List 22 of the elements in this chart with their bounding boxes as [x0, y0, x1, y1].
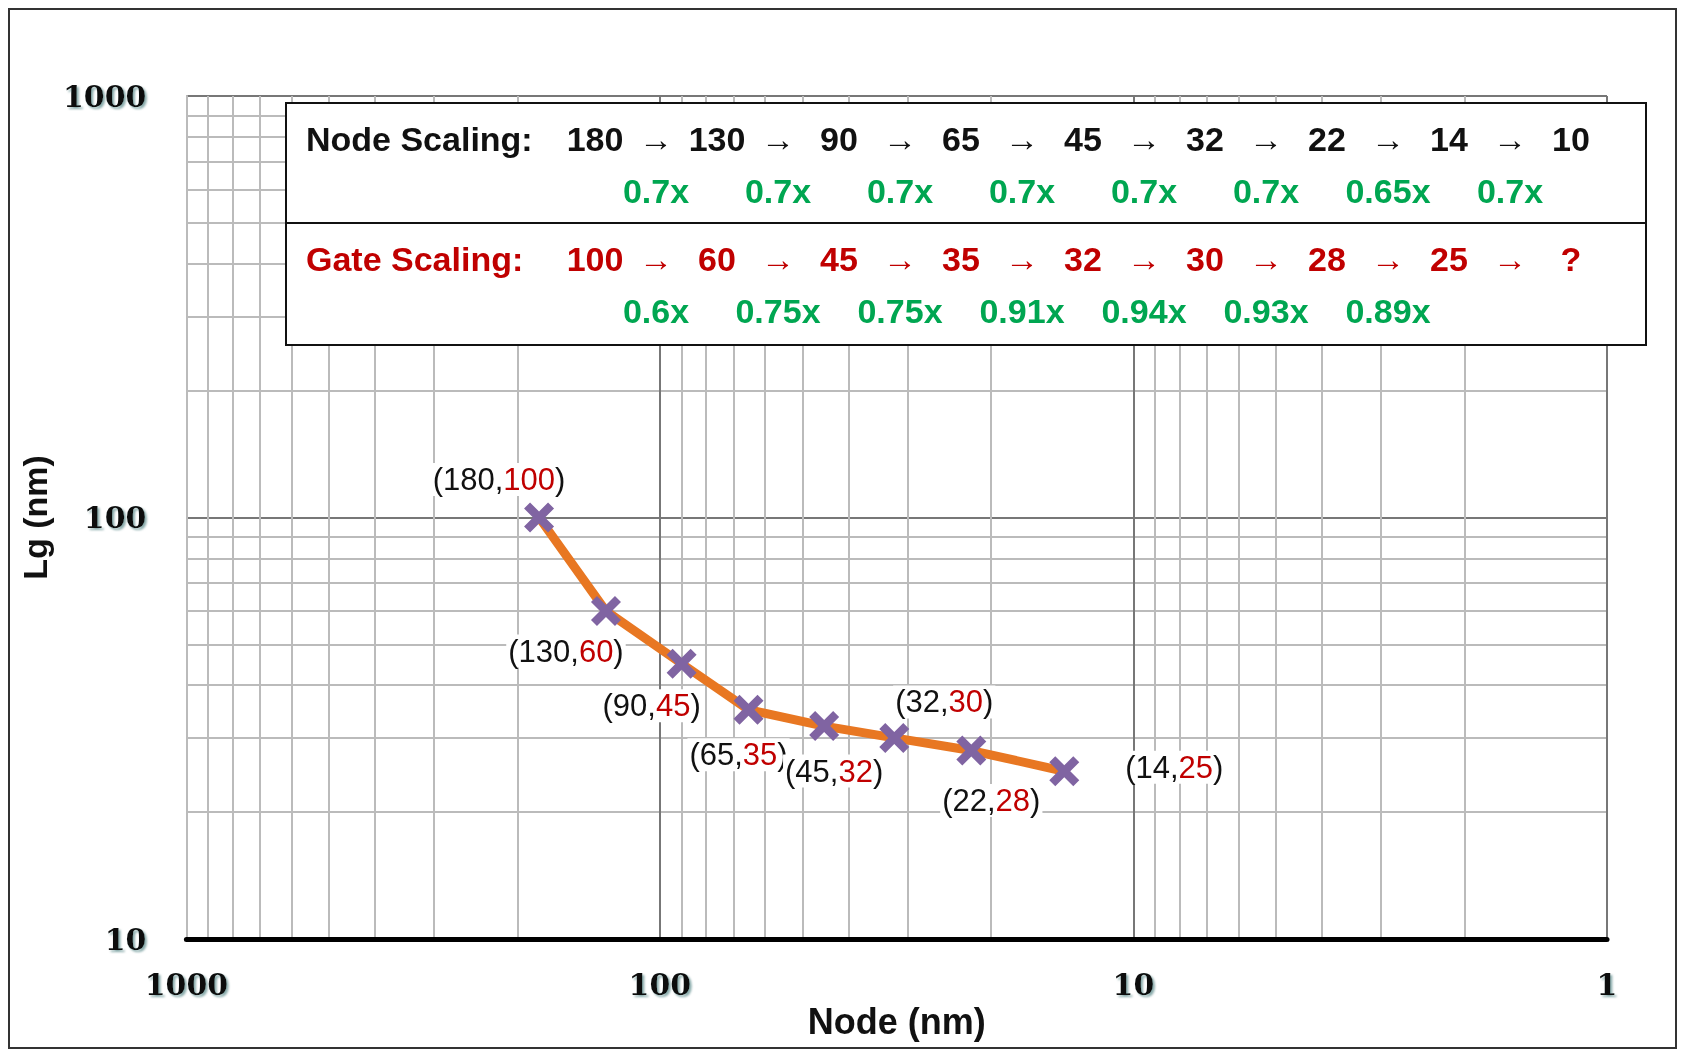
annotation: (14,25)	[1125, 749, 1224, 785]
x-tick-label: 1	[1596, 966, 1618, 1002]
annotation: (130,60)	[508, 633, 624, 669]
annotation: (180,100)	[432, 462, 566, 497]
annotation: (32,30)	[895, 684, 994, 720]
text: 0.7x 0.7x 0.7x 0.7x 0.7x 0.7x 0.65x 0.7x	[622, 172, 1544, 210]
text: 180 → 130 → 90 → 65 → 45 → 32 → 22 → 14 → 10	[566, 120, 1590, 158]
y-tick-label: 1000	[62, 78, 147, 114]
y-tick-label: 10	[104, 921, 147, 957]
annotation: (45,32)	[785, 753, 884, 789]
x-tick-label: 1000	[144, 966, 229, 1002]
annotation: Gate Scaling:	[306, 240, 524, 278]
annotation: Node Scaling:	[306, 120, 533, 158]
y-axis-title: Lg (nm)	[16, 455, 54, 580]
y-tick-label: 100	[83, 500, 147, 535]
text: 0.6x 0.75x 0.75x 0.91x 0.94x 0.93x 0.89x	[622, 292, 1431, 330]
x-tick-label: 100	[628, 966, 692, 1002]
x-axis-title: Node (nm)	[807, 1001, 986, 1043]
x-tick-label: 10	[1112, 966, 1155, 1002]
annotation: (22,28)	[942, 783, 1041, 819]
annotation: (90,45)	[602, 688, 701, 724]
text: 100 → 60 → 45 → 35 → 32 → 30 → 28 → 25 → ?	[566, 240, 1582, 278]
